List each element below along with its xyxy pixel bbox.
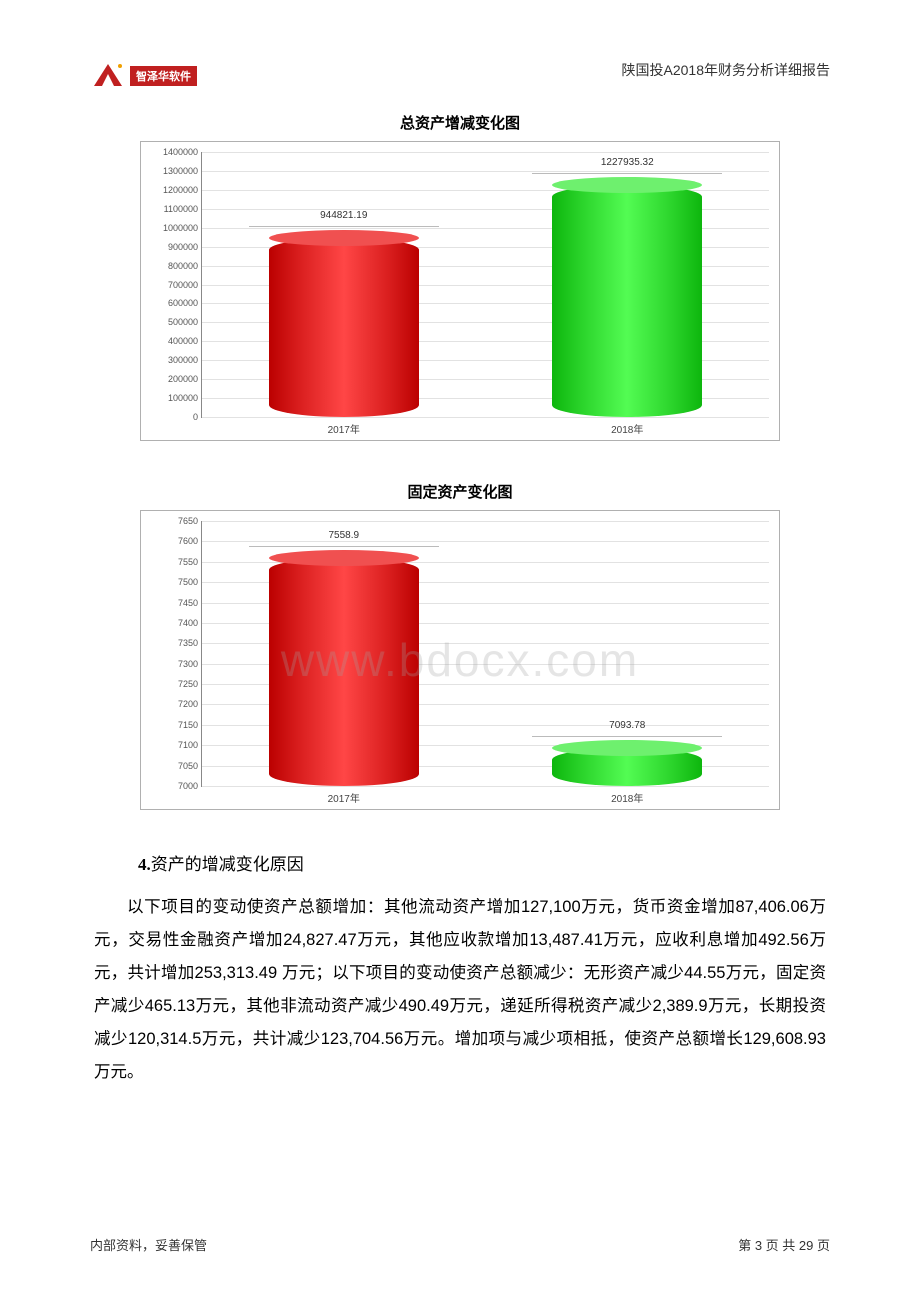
- chart-y-tick-label: 200000: [168, 374, 202, 384]
- chart-gridline: [202, 417, 769, 418]
- footer-left: 内部资料，妥善保管: [90, 1235, 207, 1254]
- chart-y-tick-label: 7300: [178, 659, 202, 669]
- chart-canvas: 0 100000 200000 300000 400000 500000 600000 700…: [140, 141, 780, 441]
- chart-bar: 7093.78: [552, 748, 702, 786]
- chart-bar-top: [269, 230, 419, 246]
- logo-text: 智泽华软件: [130, 66, 197, 86]
- chart-y-tick-label: 1400000: [163, 147, 202, 157]
- section-title: 资产的增减变化原因: [151, 855, 304, 874]
- chart-y-tick-label: 7200: [178, 699, 202, 709]
- page-header: 智泽华软件 陕国投A2018年财务分析详细报告: [90, 60, 830, 92]
- chart-bar-value-label: 7093.78: [609, 720, 645, 731]
- logo: 智泽华软件: [90, 60, 197, 92]
- chart-y-tick-label: 7250: [178, 679, 202, 689]
- chart-bar-value-label: 1227935.32: [601, 157, 654, 168]
- chart-y-tick-label: 7600: [178, 536, 202, 546]
- chart-y-tick-label: 1000000: [163, 223, 202, 233]
- footer-right: 第 3 页 共 29 页: [738, 1235, 830, 1254]
- chart-x-tick-label: 2017年: [328, 417, 360, 436]
- chart-y-tick-label: 1200000: [163, 185, 202, 195]
- chart-x-tick-label: 2018年: [611, 786, 643, 805]
- section-number: 4.: [138, 855, 151, 874]
- chart-y-tick-label: 7150: [178, 720, 202, 730]
- chart-bar: 1227935.32: [552, 185, 702, 417]
- page-total: 29: [799, 1238, 813, 1253]
- chart-fixed-assets: 固定资产变化图 7000 7050 7100 7150 7200 7250 7300 7350…: [140, 481, 780, 810]
- chart-plot-area: 0100000200000300000400000500000600000700…: [201, 152, 769, 418]
- chart-total-assets: 总资产增减变化图 0 100000 200000 300000 400000 500000…: [140, 112, 780, 441]
- page-footer: 内部资料，妥善保管 第 3 页 共 29 页: [90, 1235, 830, 1254]
- chart-y-tick-label: 900000: [168, 242, 202, 252]
- chart-y-tick-label: 700000: [168, 280, 202, 290]
- chart-bar-value-label: 7558.9: [328, 530, 359, 541]
- chart-gridline: [202, 152, 769, 153]
- chart-y-tick-label: 1100000: [164, 204, 202, 214]
- chart-bar-label-line: [249, 546, 439, 547]
- chart-bar-value-label: 944821.19: [320, 210, 367, 221]
- chart-plot-area: 7000705071007150720072507300735074007450…: [201, 521, 769, 787]
- chart-y-tick-label: 7450: [178, 598, 202, 608]
- chart-y-tick-label: 7500: [178, 577, 202, 587]
- chart-y-tick-label: 7550: [178, 557, 202, 567]
- chart-y-tick-label: 1300000: [163, 166, 202, 176]
- chart-y-tick-label: 7050: [178, 761, 202, 771]
- chart-gridline: [202, 521, 769, 522]
- chart-y-tick-label: 7650: [178, 516, 202, 526]
- chart-y-tick-label: 7400: [178, 618, 202, 628]
- chart-y-tick-label: 500000: [168, 317, 202, 327]
- chart-bar: 944821.19: [269, 238, 419, 417]
- chart-y-tick-label: 400000: [168, 336, 202, 346]
- chart-bar: 7558.9: [269, 558, 419, 786]
- chart-bar-top: [552, 177, 702, 193]
- chart-y-tick-label: 600000: [168, 298, 202, 308]
- section-heading: 4.资产的增减变化原因: [138, 850, 830, 875]
- chart-y-tick-label: 7100: [178, 740, 202, 750]
- chart-bar-label-line: [249, 226, 439, 227]
- document-title: 陕国投A2018年财务分析详细报告: [622, 60, 830, 80]
- chart-canvas: 7000 7050 7100 7150 7200 7250 7300 7350 7400 7450…: [140, 510, 780, 810]
- chart-y-tick-label: 100000: [168, 393, 202, 403]
- chart-y-tick-label: 7350: [178, 638, 202, 648]
- chart-y-tick-label: 0: [193, 412, 202, 422]
- chart-x-tick-label: 2017年: [328, 786, 360, 805]
- chart-gridline: [202, 541, 769, 542]
- chart-title: 总资产增减变化图: [140, 112, 780, 133]
- logo-mark-icon: [90, 60, 126, 92]
- chart-y-tick-label: 7000: [178, 781, 202, 791]
- section-body: 以下项目的变动使资产总额增加：其他流动资产增加127,100万元，货币资金增加8…: [94, 891, 826, 1089]
- chart-bar-label-line: [532, 173, 722, 174]
- chart-x-tick-label: 2018年: [611, 417, 643, 436]
- chart-bar-label-line: [532, 736, 722, 737]
- chart-title: 固定资产变化图: [140, 481, 780, 502]
- chart-y-tick-label: 800000: [168, 261, 202, 271]
- chart-bar-top: [552, 740, 702, 756]
- chart-y-tick-label: 300000: [168, 355, 202, 365]
- page-current: 3: [755, 1238, 762, 1253]
- chart-gridline: [202, 786, 769, 787]
- chart-bar-top: [269, 550, 419, 566]
